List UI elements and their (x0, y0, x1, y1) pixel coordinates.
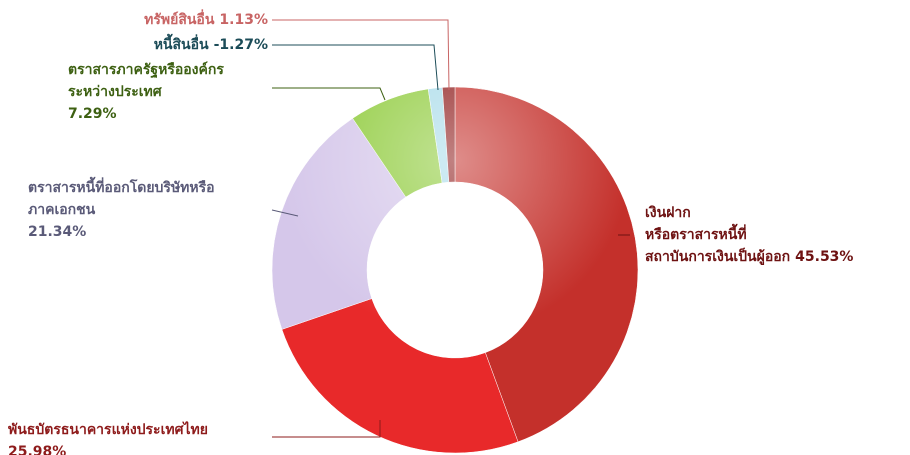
slice-label: หรือตราสารหนี้ที่ (645, 223, 747, 243)
slice-label: ระหว่างประเทศ (68, 84, 163, 100)
value-label: 1.13% (219, 12, 268, 28)
slice (281, 298, 519, 454)
leader-line (272, 44, 439, 91)
slice-label: ตราสารหนี้ที่ออกโดยบริษัทหรือ (28, 176, 215, 196)
slice-label: ตราสารภาครัฐหรือองค์กร (68, 61, 224, 79)
category-name: เงินฝาก (645, 205, 691, 221)
slice-label: หนี้สินอื่น -1.27% (154, 33, 268, 53)
leader-line (272, 87, 386, 101)
leader-line (271, 209, 299, 217)
slice-label: ภาคเอกชน (28, 202, 96, 218)
category-name: สถาบันการเงินเป็นผู้ออก (645, 247, 790, 265)
leader-line (272, 420, 381, 438)
value-label: 25.98% (8, 444, 66, 455)
slice-label: ทรัพย์สินอื่น 1.13% (144, 9, 268, 28)
category-name: ระหว่างประเทศ (68, 84, 163, 100)
slice-label: พันธบัตรธนาคารแห่งประเทศไทย (8, 420, 208, 438)
category-name: ตราสารภาครัฐหรือองค์กร (68, 61, 224, 79)
value-label: 45.53% (795, 249, 853, 265)
category-name: หรือตราสารหนี้ที่ (645, 223, 747, 243)
labels: เงินฝากหรือตราสารหนี้ที่สถาบันการเงินเป็… (8, 9, 853, 455)
category-name: ภาคเอกชน (28, 202, 96, 218)
category-name: หนี้สินอื่น (154, 33, 209, 53)
slice-label: สถาบันการเงินเป็นผู้ออก 45.53% (645, 247, 853, 265)
value-label: 7.29% (68, 106, 117, 122)
leader-line (272, 19, 450, 91)
slice-label: เงินฝาก (645, 205, 691, 221)
category-name: พันธบัตรธนาคารแห่งประเทศไทย (8, 420, 208, 438)
value-label: 21.34% (28, 224, 86, 240)
donut (271, 86, 639, 454)
category-name: ทรัพย์สินอื่น (144, 9, 215, 28)
value-label: -1.27% (214, 37, 268, 53)
category-name: ตราสารหนี้ที่ออกโดยบริษัทหรือ (28, 176, 215, 196)
